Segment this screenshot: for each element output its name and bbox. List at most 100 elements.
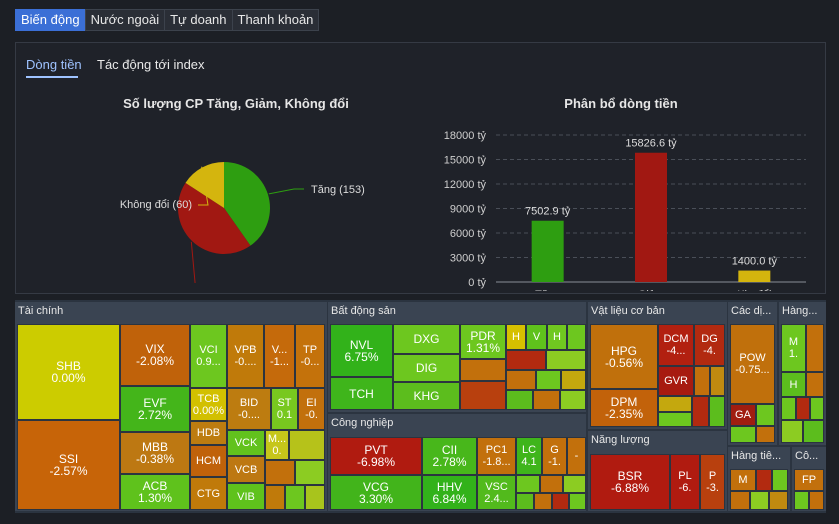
stock-tile-vix[interactable]: VIX -2.08% <box>120 324 190 386</box>
small-tile[interactable] <box>781 397 796 420</box>
stock-tile-cii[interactable]: CII 2.78% <box>422 437 477 475</box>
small-tile[interactable] <box>560 390 586 410</box>
stock-tile-p[interactable]: P -3. <box>700 454 725 510</box>
stock-tile-vsc[interactable]: VSC 2.4... <box>477 475 516 510</box>
small-tile[interactable] <box>534 493 552 510</box>
stock-tile-bsr[interactable]: BSR -6.88% <box>590 454 670 510</box>
stock-tile-khg[interactable]: KHG <box>393 382 460 410</box>
stock-tile-hpg[interactable]: HPG -0.56% <box>590 324 658 389</box>
stock-tile-shb[interactable]: SHB 0.00% <box>17 324 120 420</box>
stock-tile-fpt[interactable]: FP <box>794 469 824 491</box>
stock-tile-v2[interactable]: V <box>526 324 547 350</box>
stock-tile-tp[interactable]: TP -0... <box>295 324 325 388</box>
small-tile[interactable] <box>567 324 586 350</box>
stock-tile-dcm[interactable]: DCM -4... <box>658 324 694 366</box>
stock-tile-vib[interactable]: VIB <box>227 483 265 510</box>
small-tile[interactable] <box>506 390 533 410</box>
stock-tile-mbb[interactable]: MBB -0.38% <box>120 432 190 474</box>
small-tile[interactable] <box>803 420 824 443</box>
small-tile[interactable] <box>658 396 692 412</box>
small-tile[interactable] <box>285 485 305 510</box>
stock-tile-dig[interactable]: DIG <box>393 354 460 382</box>
stock-tile-tch[interactable]: TCH <box>330 377 393 410</box>
small-tile[interactable] <box>506 350 546 370</box>
stock-tile-pow[interactable]: POW -0.75... <box>730 324 775 404</box>
small-tile[interactable] <box>796 397 810 420</box>
small-tile[interactable] <box>806 324 824 372</box>
stock-tile-ssi[interactable]: SSI -2.57% <box>17 420 120 510</box>
small-tile[interactable] <box>658 412 692 427</box>
stock-tile-vcb[interactable]: VCB <box>227 456 265 483</box>
stock-tile-v[interactable]: V... -1... <box>264 324 295 388</box>
stock-tile-h[interactable]: H <box>506 324 526 350</box>
stock-tile-m3[interactable]: M <box>730 469 756 491</box>
stock-tile-h2[interactable]: H <box>547 324 567 350</box>
stock-tile-ga[interactable]: GA <box>730 404 756 426</box>
small-tile[interactable] <box>806 372 824 397</box>
small-tile[interactable] <box>265 460 295 485</box>
small-tile[interactable] <box>295 460 325 485</box>
stock-tile-hcm[interactable]: HCM <box>190 445 227 477</box>
small-tile[interactable] <box>540 475 563 493</box>
small-tile[interactable] <box>569 493 586 510</box>
small-tile[interactable] <box>561 370 586 390</box>
small-tile[interactable] <box>460 381 506 410</box>
small-tile[interactable] <box>781 420 803 443</box>
small-tile[interactable] <box>516 475 540 493</box>
small-tile[interactable] <box>289 430 325 460</box>
stock-tile-vcg[interactable]: VCG 3.30% <box>330 475 422 510</box>
small-tile[interactable] <box>460 359 506 381</box>
small-tile[interactable] <box>694 366 710 396</box>
small-tile[interactable] <box>810 397 824 420</box>
small-tile[interactable] <box>756 469 772 491</box>
small-tile[interactable] <box>546 350 586 370</box>
stock-tile-pdr[interactable]: PDR 1.31% <box>460 324 506 359</box>
small-tile[interactable] <box>710 366 725 396</box>
stock-tile-hdb[interactable]: HDB <box>190 421 227 445</box>
small-tile[interactable] <box>516 493 534 510</box>
subtab-tac-dong-index[interactable]: Tác động tới index <box>97 57 205 72</box>
stock-tile-vck[interactable]: VCK <box>227 430 265 456</box>
tab-bien-dong[interactable]: Biến động <box>15 9 86 31</box>
bar-Giảm[interactable] <box>635 152 667 282</box>
stock-tile-tcb[interactable]: TCB 0.00% <box>190 388 227 421</box>
stock-tile-gvr[interactable]: GVR <box>658 366 694 396</box>
stock-tile-lc[interactable]: LC 4.1 <box>516 437 542 475</box>
bar-Tăng[interactable] <box>531 220 564 282</box>
small-tile[interactable] <box>794 491 809 510</box>
small-tile[interactable] <box>506 370 536 390</box>
small-tile[interactable] <box>563 475 586 493</box>
stock-tile-dg[interactable]: DG -4. <box>694 324 725 366</box>
small-tile[interactable] <box>809 491 824 510</box>
stock-tile-vci[interactable]: VCI 0.9... <box>190 324 227 388</box>
small-tile[interactable] <box>552 493 569 510</box>
stock-tile-evf[interactable]: EVF 2.72% <box>120 386 190 432</box>
stock-tile-bid[interactable]: BID -0.... <box>227 388 271 430</box>
stock-tile-nvl[interactable]: NVL 6.75% <box>330 324 393 377</box>
stock-tile-g[interactable]: G -1. <box>542 437 567 475</box>
small-tile[interactable] <box>730 426 756 443</box>
stock-tile-hhv[interactable]: HHV 6.84% <box>422 475 477 510</box>
stock-tile-pc1[interactable]: PC1 -1.8... <box>477 437 516 475</box>
bar-Kh. đổi[interactable] <box>738 270 771 282</box>
small-tile[interactable] <box>730 491 750 510</box>
pie-slice-Giảm[interactable] <box>178 182 251 254</box>
small-tile[interactable] <box>769 491 788 510</box>
small-tile[interactable] <box>265 485 285 510</box>
small-tile[interactable] <box>756 404 775 426</box>
stock-tile-st[interactable]: ST 0.1 <box>271 388 298 430</box>
small-tile[interactable] <box>750 491 769 510</box>
tab-nuoc-ngoai[interactable]: Nước ngoài <box>84 9 166 31</box>
stock-tile-m[interactable]: M... 0. <box>265 430 289 460</box>
stock-tile-h3[interactable]: H <box>781 372 806 397</box>
stock-tile-dash[interactable]: - <box>567 437 586 475</box>
small-tile[interactable] <box>692 396 709 427</box>
small-tile[interactable] <box>756 426 775 443</box>
stock-tile-m2[interactable]: M 1. <box>781 324 806 372</box>
small-tile[interactable] <box>772 469 788 491</box>
stock-tile-pvt[interactable]: PVT -6.98% <box>330 437 422 475</box>
stock-tile-dpm[interactable]: DPM -2.35% <box>590 389 658 427</box>
stock-tile-ctg[interactable]: CTG <box>190 477 227 510</box>
pie-slice-Tăng[interactable] <box>224 162 270 246</box>
stock-tile-dxg[interactable]: DXG <box>393 324 460 354</box>
